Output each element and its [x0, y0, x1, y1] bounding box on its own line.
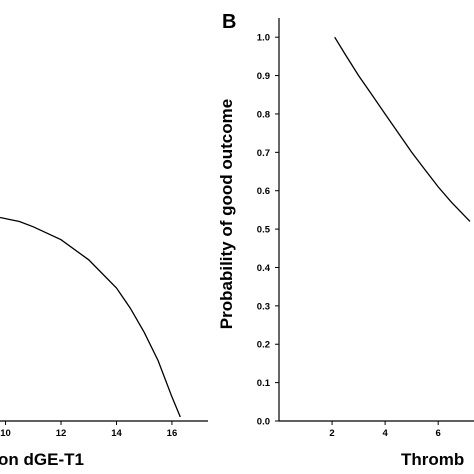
panel-b-y-tick-label-3: 0.3 [257, 301, 270, 312]
panel-a-curve [0, 216, 181, 418]
panel-b-letter: B [222, 11, 236, 33]
panel-b-x-tick-label-2: 6 [436, 428, 441, 439]
panel-a-x-tick-label-2: 14 [111, 428, 122, 439]
panel-b-y-axis-title: Probability of good outcome [217, 99, 236, 329]
panel-b-y-tick-label-5: 0.5 [257, 225, 271, 236]
panel-b-y-tick-label-0: 0.0 [257, 417, 270, 428]
panel-a-x-tick-label-3: 16 [167, 428, 178, 439]
panel-a-x-ticks: 10 12 14 16 [0, 421, 177, 439]
panel-b-y-tick-label-4: 0.4 [257, 263, 271, 274]
panel-a-x-axis-title: on dGE-T1 [0, 450, 84, 469]
panel-b-x-ticks: 2 4 6 [329, 421, 441, 439]
panel-a-x-tick-label-1: 12 [56, 428, 67, 439]
panel-a: 10 12 14 16 on dGE-T1 [0, 216, 208, 469]
panel-a-x-tick-label-0: 10 [0, 428, 11, 439]
panel-b-y-tick-label-8: 0.8 [257, 109, 270, 120]
panel-b-y-tick-label-7: 0.7 [257, 148, 270, 159]
panel-b-x-tick-label-0: 2 [329, 428, 334, 439]
panel-b-y-tick-label-9: 0.9 [257, 71, 270, 82]
panel-b-x-axis-title: Thromb [401, 450, 464, 469]
panel-b-curve [334, 36, 471, 222]
panel-b-y-tick-label-1: 0.1 [257, 378, 271, 389]
panel-b-y-tick-label-10: 1.0 [257, 33, 270, 44]
panel-b-x-tick-label-1: 4 [382, 428, 388, 439]
panel-b-y-tick-label-6: 0.6 [257, 186, 270, 197]
panel-b-y-ticks: 0.0 0.1 0.2 0.3 0.4 0.5 0.6 0.7 0.8 0.9 1.0 [257, 33, 279, 428]
panel-b-y-tick-label-2: 0.2 [257, 340, 270, 351]
